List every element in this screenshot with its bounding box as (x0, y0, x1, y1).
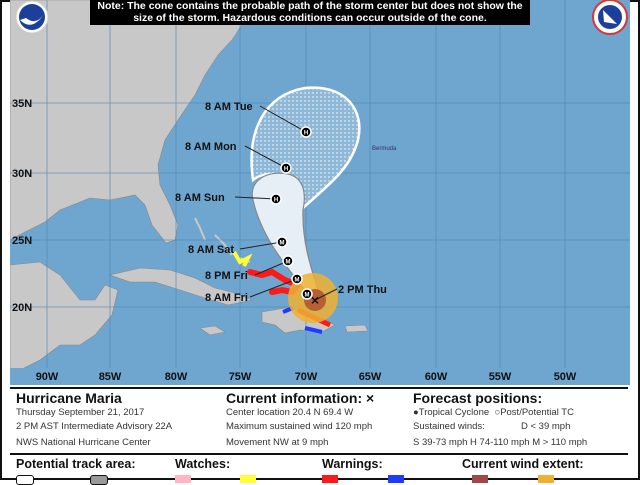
noaa-logo (15, 0, 49, 34)
advisory-number: 2 PM AST Intermediate Advisory 22A (16, 421, 173, 432)
forecast-point-8am-tue: H (300, 126, 312, 138)
lat-label-25n: 25N (12, 235, 32, 247)
day-1-3-cone-swatch (16, 475, 34, 485)
post-tc-key: Post/Potential TC (500, 407, 574, 418)
day-4-5-cone-swatch (90, 475, 108, 485)
tropical-storm-warning-swatch (388, 475, 404, 483)
label-8am-fri: 8 AM Fri (205, 292, 248, 304)
wind-category-d: D < 39 mph (521, 421, 571, 432)
label-8pm-fri: 8 PM Fri (205, 270, 248, 282)
puerto-rico (344, 324, 369, 333)
hurricane-watch-swatch (175, 475, 191, 483)
lon-label-75w: 75W (229, 371, 252, 383)
wind-category-s: S 39-73 mph (413, 437, 468, 448)
legend-wind-extent: Current wind extent: (462, 457, 584, 471)
label-8am-mon: 8 AM Mon (185, 141, 237, 153)
tropical-storm-wind-swatch (538, 475, 554, 483)
current-position-marker: × (311, 292, 319, 308)
sustained-winds-label: Sustained winds: (413, 421, 485, 432)
svg-text:H: H (284, 167, 288, 173)
advisory-date: Thursday September 21, 2017 (16, 407, 145, 418)
forecast-positions-key: Forecast positions: ●Tropical Cyclone ○P… (413, 391, 628, 450)
lon-label-50w: 50W (554, 371, 577, 383)
filled-circle-icon: ● (413, 407, 419, 418)
lon-label-60w: 60W (425, 371, 448, 383)
max-sustained-wind: Maximum sustained wind 120 mph (226, 421, 373, 432)
wind-category-h: H 74-110 mph (470, 437, 530, 448)
nws-logo (592, 0, 628, 35)
forecast-point-8am-sun: H (270, 193, 282, 205)
forecast-map: H H H M M M M × 8 AM Tue 8 AM Mon 8 AM S… (10, 0, 630, 385)
lon-label-65w: 65W (359, 371, 382, 383)
cone-disclaimer-note: Note: The cone contains the probable pat… (90, 0, 530, 25)
issuing-center: NWS National Hurricane Center (16, 437, 151, 448)
svg-text:M: M (280, 241, 285, 247)
current-information: Current information: × Center location 2… (226, 391, 374, 450)
svg-text:M: M (286, 260, 291, 266)
svg-text:H: H (304, 131, 308, 137)
lon-label-80w: 80W (165, 371, 188, 383)
lon-label-85w: 85W (99, 371, 122, 383)
mexico-landmass (10, 261, 119, 371)
us-landmass (10, 0, 251, 244)
legend-warnings: Warnings: (322, 457, 383, 471)
hurricane-warning-swatch (322, 475, 338, 483)
jamaica (199, 325, 226, 336)
storm-name: Hurricane Maria (16, 390, 122, 406)
tropical-cyclone-key: Tropical Cyclone (418, 407, 490, 418)
label-8am-sun: 8 AM Sun (175, 192, 225, 204)
lon-label-70w: 70W (295, 371, 318, 383)
label-2pm-thu: 2 PM Thu (338, 284, 387, 296)
legend: Potential track area: Watches: Warnings:… (10, 455, 628, 485)
current-info-title: Current information: × (226, 390, 375, 406)
wind-category-m: M > 110 mph (532, 437, 588, 448)
lon-label-90w: 90W (36, 371, 59, 383)
forecast-point-8am-fri: M (291, 273, 303, 285)
svg-text:M: M (295, 278, 300, 284)
bermuda-label: Bermuda (372, 146, 397, 152)
cuba (108, 267, 254, 306)
svg-text:M: M (305, 293, 310, 299)
label-8am-sat: 8 AM Sat (188, 244, 234, 256)
center-location: Center location 20.4 N 69.4 W (226, 407, 354, 418)
forecast-point-extra: M (301, 288, 313, 300)
leader-lines (234, 105, 338, 301)
open-circle-icon: ○ (494, 407, 501, 418)
cone-day-1-3 (251, 172, 319, 293)
hurricane-warning-bahamas (247, 268, 304, 296)
legend-track-area: Potential track area: (16, 457, 136, 471)
label-8am-tue: 8 AM Tue (205, 101, 253, 113)
storm-summary: Hurricane Maria Thursday September 21, 2… (16, 391, 172, 450)
legend-watches: Watches: (175, 457, 231, 471)
lon-label-55w: 55W (489, 371, 512, 383)
forecast-positions-title: Forecast positions: (413, 390, 543, 406)
hurricane-wind-swatch (472, 475, 488, 483)
lat-label-35n: 35N (12, 98, 32, 110)
svg-text:H: H (274, 198, 278, 204)
tropical-storm-watch-swatch (240, 475, 256, 483)
forecast-point-8am-sat: M (276, 236, 288, 248)
forecast-point-8am-mon: H (280, 162, 292, 174)
tropical-storm-watch (232, 250, 253, 267)
lon-label-strip (10, 368, 630, 385)
movement: Movement NW at 9 mph (226, 437, 329, 448)
forecast-point-8pm-fri: M (282, 255, 294, 267)
info-panel: Hurricane Maria Thursday September 21, 2… (10, 387, 628, 455)
lat-label-30n: 30N (12, 168, 32, 180)
lat-label-20n: 20N (12, 302, 32, 314)
